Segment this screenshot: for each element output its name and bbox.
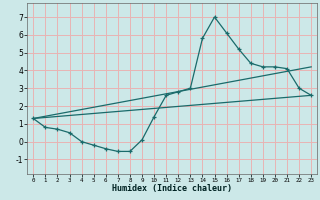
X-axis label: Humidex (Indice chaleur): Humidex (Indice chaleur) xyxy=(112,184,232,193)
